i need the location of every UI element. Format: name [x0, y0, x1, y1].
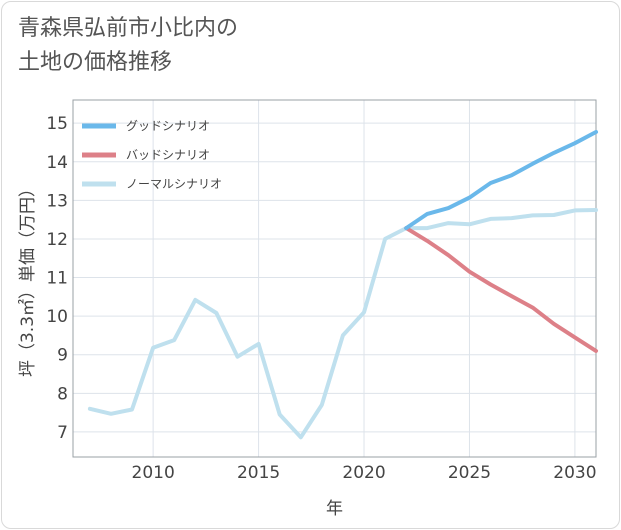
legend-label-1: バッドシナリオ — [126, 148, 210, 162]
y-axis-label: 坪（3.3㎡）単価（万円） — [18, 180, 38, 377]
legend-label-2: ノーマルシナリオ — [126, 177, 222, 191]
x-axis-label: 年 — [326, 499, 343, 519]
legend-label-0: グッドシナリオ — [126, 119, 210, 133]
y-tick-label: 8 — [57, 384, 68, 404]
y-tick-label: 9 — [57, 346, 68, 366]
x-tick-label: 2010 — [132, 463, 175, 483]
series-line-2 — [87, 208, 598, 440]
y-tick-label: 13 — [46, 191, 68, 211]
y-tick-label: 14 — [46, 153, 68, 173]
x-tick-label: 2030 — [553, 463, 596, 483]
grid-lines — [73, 100, 596, 457]
chart-title: 青森県弘前市小比内の 土地の価格推移 — [18, 16, 239, 75]
x-tick-label: 2020 — [342, 463, 385, 483]
series-line-0 — [404, 130, 598, 231]
x-tick-labels: 2010 2015 2020 2025 2030 — [132, 463, 597, 483]
plot-frame — [72, 99, 597, 458]
x-tick-label: 2025 — [448, 463, 491, 483]
plot-border — [72, 99, 597, 458]
x-tick-label: 2015 — [237, 463, 280, 483]
y-tick-labels: 7 8 9 10 11 12 13 14 15 — [46, 114, 68, 443]
y-tick-label: 10 — [46, 307, 68, 327]
y-tick-label: 12 — [46, 230, 68, 250]
y-tick-label: 7 — [57, 423, 68, 443]
y-tick-label: 11 — [46, 269, 68, 289]
y-tick-label: 15 — [46, 114, 68, 134]
series-line-1 — [404, 226, 598, 353]
series-layer — [87, 130, 598, 440]
